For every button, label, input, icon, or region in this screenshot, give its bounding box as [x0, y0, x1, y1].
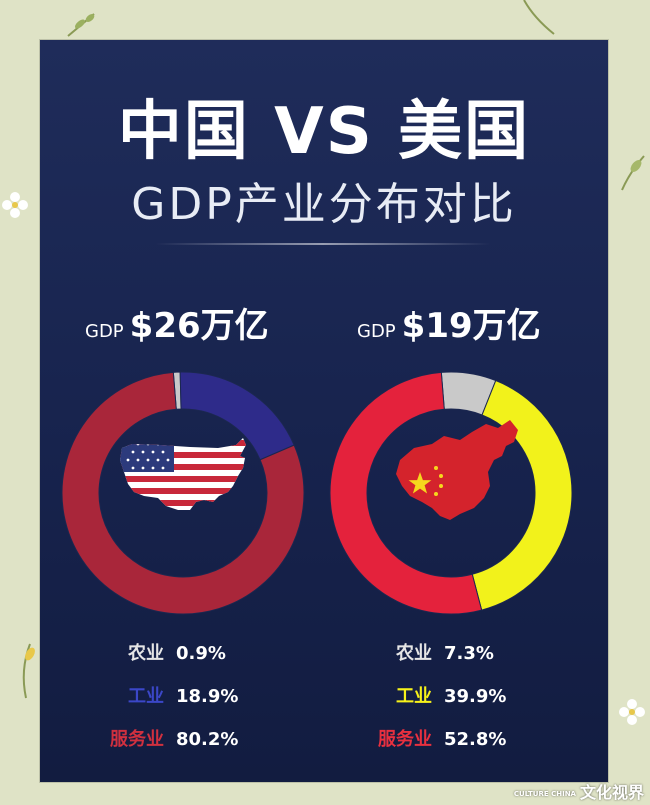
us-map-flag-icon: [120, 438, 246, 510]
leaf-sprig-icon: [621, 155, 645, 191]
us-gdp-value: $26万亿: [129, 306, 269, 346]
page-subtitle: GDP产业分布对比: [131, 179, 517, 230]
legend-row: 工业 39.9%: [378, 675, 506, 718]
legend-value-services: 52.8%: [444, 729, 507, 750]
legend-row: 服务业 80.2%: [110, 718, 238, 761]
legend-row: 工业 18.9%: [110, 675, 238, 718]
legend-label-agriculture: 农业: [396, 643, 432, 664]
legend-label-agriculture: 农业: [128, 643, 164, 664]
cn-gdp-value: $19万亿: [401, 306, 541, 346]
cn-legend: 农业 7.3% 工业 39.9% 服务业 52.8%: [378, 632, 506, 761]
legend-value-industry: 18.9%: [176, 686, 239, 707]
watermark-logo: CULTURE CHINA 文化视界: [514, 779, 644, 803]
legend-label-services: 服务业: [110, 729, 164, 750]
infographic-poster: 中国 VS 美国 GDP产业分布对比 GDP $26万亿 GDP $19万亿: [40, 40, 608, 782]
flower-icon: [619, 699, 645, 725]
us-donut-chart: [61, 371, 305, 615]
cn-gdp-prefix: GDP: [357, 321, 396, 342]
legend-value-industry: 39.9%: [444, 686, 507, 707]
donut-slice-services: [329, 371, 483, 615]
donut-slice-industry: [471, 379, 573, 611]
donut-slice-services: [61, 371, 305, 615]
watermark-text: 文化视界: [579, 783, 644, 802]
branch-icon: [523, 0, 555, 35]
us-legend: 农业 0.9% 工业 18.9% 服务业 80.2%: [110, 632, 238, 761]
title-divider: [155, 243, 491, 245]
legend-label-industry: 工业: [128, 686, 164, 707]
watermark-small-text: CULTURE CHINA: [513, 789, 576, 798]
flower-icon: [2, 192, 28, 218]
legend-row: 服务业 52.8%: [378, 718, 506, 761]
china-map-flag-icon: [396, 420, 518, 520]
us-gdp-prefix: GDP: [85, 321, 124, 342]
page-title: 中国 VS 美国: [117, 95, 531, 169]
legend-row: 农业 7.3%: [378, 632, 506, 675]
donut-charts: [61, 371, 573, 615]
leaf-sprig-icon: [67, 13, 95, 37]
legend-value-services: 80.2%: [176, 729, 239, 750]
legend-label-industry: 工业: [396, 686, 432, 707]
us-gdp-heading: GDP $26万亿: [85, 298, 269, 347]
cn-donut-chart: [329, 371, 573, 615]
legend-value-agriculture: 0.9%: [176, 643, 226, 664]
legend-value-agriculture: 7.3%: [444, 643, 494, 664]
cn-gdp-heading: GDP $19万亿: [357, 298, 541, 347]
leaf-sprig-icon: [22, 643, 35, 699]
legend-label-services: 服务业: [378, 729, 432, 750]
legend-row: 农业 0.9%: [110, 632, 238, 675]
